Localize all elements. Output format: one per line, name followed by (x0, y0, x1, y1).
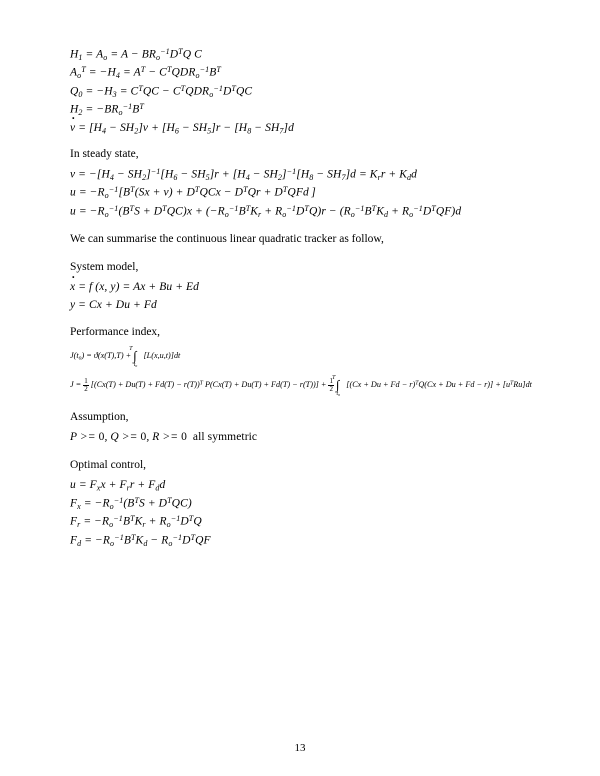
eq-j1: J(to) = ϑ(x(T),T) + ∫toT[L(x,u,t)]dt (70, 345, 540, 364)
eq-y: y = Cx + Du + Fd (70, 297, 540, 315)
eq-aot: AoT = −H4 = AT − CTQDRo−1BT (70, 64, 540, 82)
system-model-label: System model, (70, 259, 540, 277)
optimal-control-label: Optimal control, (70, 457, 540, 475)
steady-state-label: In steady state, (70, 146, 540, 164)
eq-q0: Q0 = −H3 = CTQC − CTQDRo−1DTQC (70, 83, 540, 101)
page: H1 = Ao = A − BRo−1DTQ C AoT = −H4 = AT … (0, 0, 600, 776)
eq-fd: Fd = −Ro−1BTKd − Ro−1DTQF (70, 532, 540, 550)
eq-fr: Fr = −Ro−1BTKr + Ro−1DTQ (70, 513, 540, 531)
eq-u1: u = −Ro−1[BT(Sx + v) + DTQCx − DTQr + DT… (70, 184, 540, 202)
performance-index-label: Performance index, (70, 324, 540, 342)
page-number: 13 (0, 742, 600, 754)
eq-fx: Fx = −Ro−1(BTS + DTQC) (70, 495, 540, 513)
eq-uopt: u = Fxx + Frr + Fdd (70, 477, 540, 495)
eq-vdot: v = [H4 − SH2]v + [H6 − SH5]r − [H8 − SH… (70, 120, 540, 138)
eq-xdot: x = f (x, y) = Ax + Bu + Ed (70, 279, 540, 297)
summary-line: We can summarise the continuous linear q… (70, 231, 540, 249)
eq-h1: H1 = Ao = A − BRo−1DTQ C (70, 46, 540, 64)
eq-h2: H2 = −BRo−1BT (70, 101, 540, 119)
eq-u2: u = −Ro−1(BTS + DTQC)x + (−Ro−1BTKr + Ro… (70, 203, 540, 221)
eq-assumption: P >= 0, Q >= 0, R >= 0 all symmetric (70, 429, 540, 447)
eq-v-ss: v = −[H4 − SH2]−1[H6 − SH5]r + [H4 − SH2… (70, 166, 540, 184)
assumption-label: Assumption, (70, 409, 540, 427)
eq-j2: J = 12 [(Cx(T) + Du(T) + Fd(T) − r(T))T … (70, 374, 540, 393)
